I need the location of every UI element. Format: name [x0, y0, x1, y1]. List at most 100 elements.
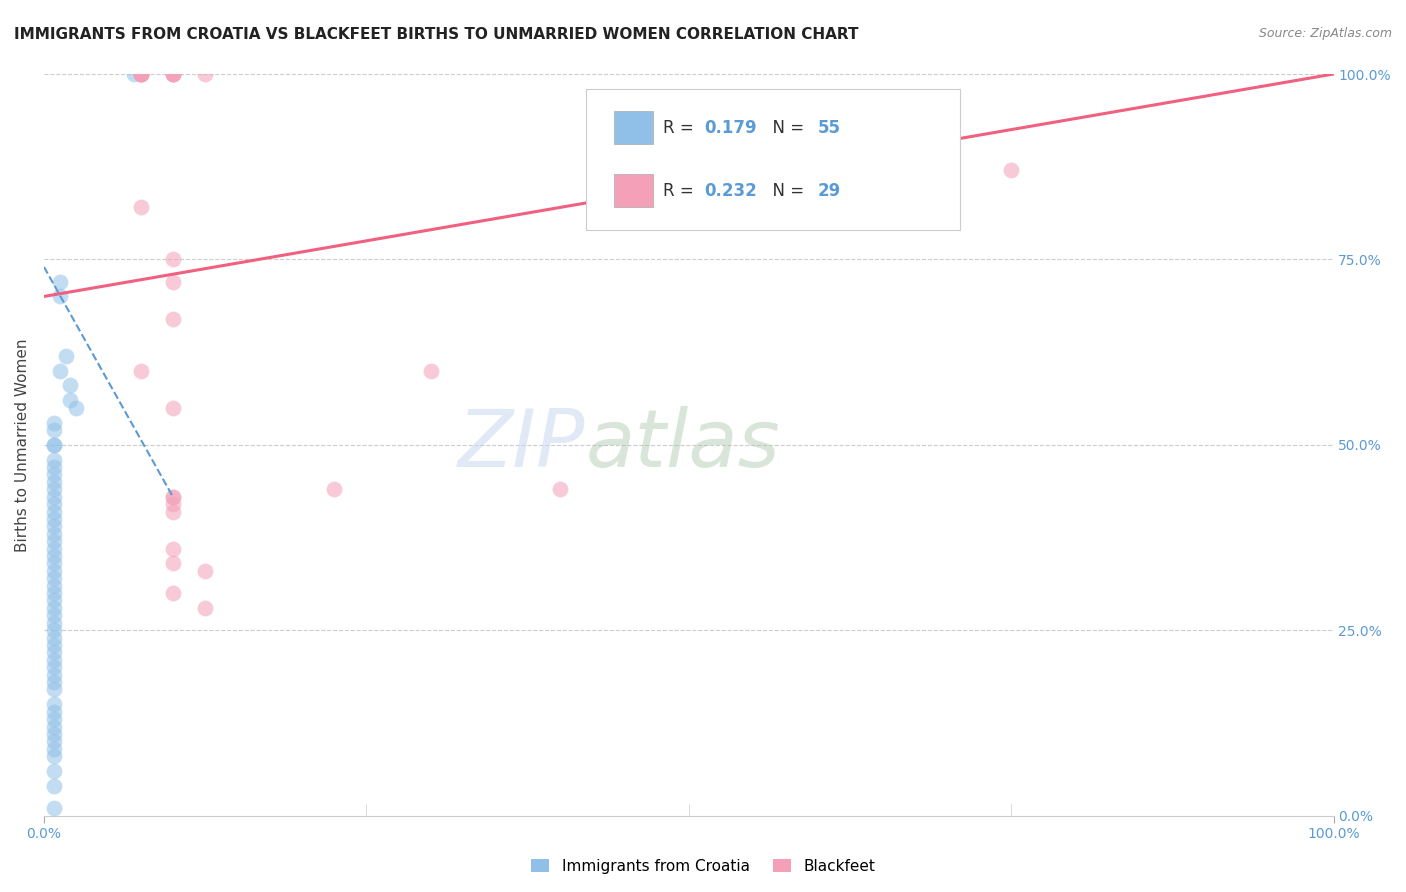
Point — [42, 579, 65, 593]
Text: 55: 55 — [818, 120, 841, 137]
Point — [42, 712, 65, 726]
Point — [129, 67, 152, 81]
Point — [129, 67, 152, 81]
Point — [42, 749, 65, 764]
Point — [42, 615, 65, 630]
Point — [42, 438, 65, 452]
Point — [129, 67, 152, 81]
Y-axis label: Births to Unmarried Women: Births to Unmarried Women — [15, 338, 30, 551]
Point — [162, 67, 184, 81]
Point — [42, 705, 65, 719]
Point — [42, 557, 65, 571]
Point — [42, 734, 65, 748]
Point — [42, 519, 65, 533]
Point — [42, 564, 65, 578]
Point — [65, 401, 87, 415]
Text: N =: N = — [762, 182, 810, 200]
Text: 0.232: 0.232 — [704, 182, 756, 200]
Point — [42, 452, 65, 467]
Point — [42, 526, 65, 541]
FancyBboxPatch shape — [614, 112, 652, 145]
Point — [42, 667, 65, 681]
Point — [323, 482, 346, 496]
Point — [59, 393, 82, 408]
Point — [59, 378, 82, 392]
Point — [42, 467, 65, 482]
Point — [49, 275, 72, 289]
Point — [42, 416, 65, 430]
Point — [42, 586, 65, 600]
Point — [162, 67, 184, 81]
Point — [194, 600, 217, 615]
Point — [194, 67, 217, 81]
Point — [122, 67, 145, 81]
Point — [42, 460, 65, 475]
Text: Source: ZipAtlas.com: Source: ZipAtlas.com — [1258, 27, 1392, 40]
Point — [162, 311, 184, 326]
Point — [42, 682, 65, 697]
Point — [42, 504, 65, 518]
Point — [42, 645, 65, 659]
Point — [162, 275, 184, 289]
Point — [42, 653, 65, 667]
Point — [419, 363, 441, 377]
Point — [162, 490, 184, 504]
Text: ZIP: ZIP — [458, 406, 585, 483]
Point — [42, 631, 65, 645]
FancyBboxPatch shape — [614, 174, 652, 208]
Point — [162, 504, 184, 518]
Point — [42, 423, 65, 437]
Point — [129, 67, 152, 81]
Point — [1000, 163, 1022, 178]
Point — [548, 482, 571, 496]
Point — [42, 623, 65, 637]
Point — [129, 67, 152, 81]
Text: N =: N = — [762, 120, 810, 137]
Point — [42, 660, 65, 674]
Point — [42, 549, 65, 563]
Point — [42, 593, 65, 607]
Point — [42, 675, 65, 690]
Point — [42, 534, 65, 549]
Point — [162, 67, 184, 81]
Point — [162, 586, 184, 600]
Text: atlas: atlas — [585, 406, 780, 483]
Point — [55, 349, 77, 363]
Point — [42, 571, 65, 585]
Point — [194, 564, 217, 578]
Point — [42, 720, 65, 734]
Legend: Immigrants from Croatia, Blackfeet: Immigrants from Croatia, Blackfeet — [524, 853, 882, 880]
Point — [162, 557, 184, 571]
Point — [42, 638, 65, 652]
Point — [42, 779, 65, 793]
Point — [49, 289, 72, 303]
Point — [42, 512, 65, 526]
Text: 29: 29 — [818, 182, 841, 200]
Point — [129, 363, 152, 377]
Point — [162, 252, 184, 267]
Point — [162, 541, 184, 556]
Point — [162, 401, 184, 415]
FancyBboxPatch shape — [585, 89, 959, 230]
Point — [129, 201, 152, 215]
Point — [42, 438, 65, 452]
Point — [162, 67, 184, 81]
Point — [42, 764, 65, 778]
Point — [42, 698, 65, 712]
Point — [42, 541, 65, 556]
Point — [162, 490, 184, 504]
Point — [42, 490, 65, 504]
Point — [162, 497, 184, 511]
Text: R =: R = — [662, 120, 699, 137]
Text: R =: R = — [662, 182, 699, 200]
Point — [42, 727, 65, 741]
Point — [42, 482, 65, 496]
Point — [42, 608, 65, 623]
Point — [42, 497, 65, 511]
Point — [42, 475, 65, 489]
Point — [49, 363, 72, 377]
Text: 0.179: 0.179 — [704, 120, 756, 137]
Point — [42, 741, 65, 756]
Point — [42, 600, 65, 615]
Text: IMMIGRANTS FROM CROATIA VS BLACKFEET BIRTHS TO UNMARRIED WOMEN CORRELATION CHART: IMMIGRANTS FROM CROATIA VS BLACKFEET BIR… — [14, 27, 859, 42]
